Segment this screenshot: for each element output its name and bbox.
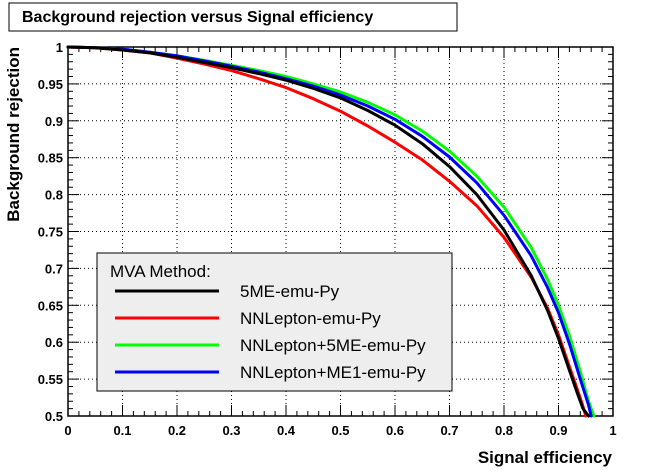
x-tick-label: 0.5 — [331, 423, 349, 438]
legend: MVA Method: 5ME-emu-Py NNLepton-emu-Py NNL… — [96, 252, 453, 392]
title-frame — [8, 2, 458, 32]
series-lines — [66, 45, 596, 418]
series-line-5me-emu-py — [66, 45, 590, 418]
title-box: Background rejection versus Signal effic… — [8, 2, 458, 32]
x-tick-label: 0.6 — [386, 423, 404, 438]
x-tick-label: 0.8 — [495, 423, 513, 438]
legend-label: 5ME-emu-Py — [240, 282, 340, 301]
legend-frame — [96, 252, 453, 392]
legend-label: NNLepton+5ME-emu-Py — [240, 336, 426, 355]
y-tick-label: 1 — [56, 40, 63, 55]
x-axis-title: Signal efficiency — [478, 448, 613, 467]
y-axis-title: Background rejection — [4, 47, 23, 222]
y-tick-label: 0.85 — [38, 151, 63, 166]
y-tick-label: 0.9 — [45, 114, 63, 129]
x-tick-label: 0.3 — [222, 423, 240, 438]
x-tick-label: 1 — [609, 423, 616, 438]
x-tick-label: 0 — [64, 423, 71, 438]
legend-label: NNLepton-emu-Py — [240, 309, 381, 328]
x-tick-label: 0.9 — [549, 423, 567, 438]
legend-title: MVA Method: — [110, 262, 211, 281]
axis-ticks — [67, 46, 614, 417]
y-tick-label: 0.7 — [45, 261, 63, 276]
chart-title: Background rejection versus Signal effic… — [22, 9, 373, 26]
y-tick-label: 0.75 — [38, 225, 63, 240]
x-tick-label: 0.7 — [440, 423, 458, 438]
legend-label: NNLepton+ME1-emu-Py — [240, 363, 426, 382]
x-tick-labels: 0 0.1 0.2 0.3 0.4 0.5 0.6 0.7 0.8 0.9 1 — [64, 423, 616, 438]
x-tick-label: 0.2 — [168, 423, 186, 438]
x-tick-label: 0.4 — [277, 423, 296, 438]
y-tick-labels: 0.5 0.55 0.6 0.65 0.7 0.75 0.8 0.85 0.9 0.95 1 — [38, 40, 63, 424]
y-tick-label: 0.8 — [45, 188, 63, 203]
y-tick-label: 0.6 — [45, 335, 63, 350]
y-tick-label: 0.5 — [45, 409, 63, 424]
y-tick-label: 0.55 — [38, 372, 63, 387]
y-tick-label: 0.65 — [38, 298, 63, 313]
x-tick-label: 0.1 — [113, 423, 131, 438]
legend-entries: 5ME-emu-Py NNLepton-emu-Py NNLepton+5ME-em… — [115, 282, 426, 382]
y-tick-label: 0.95 — [38, 77, 63, 92]
